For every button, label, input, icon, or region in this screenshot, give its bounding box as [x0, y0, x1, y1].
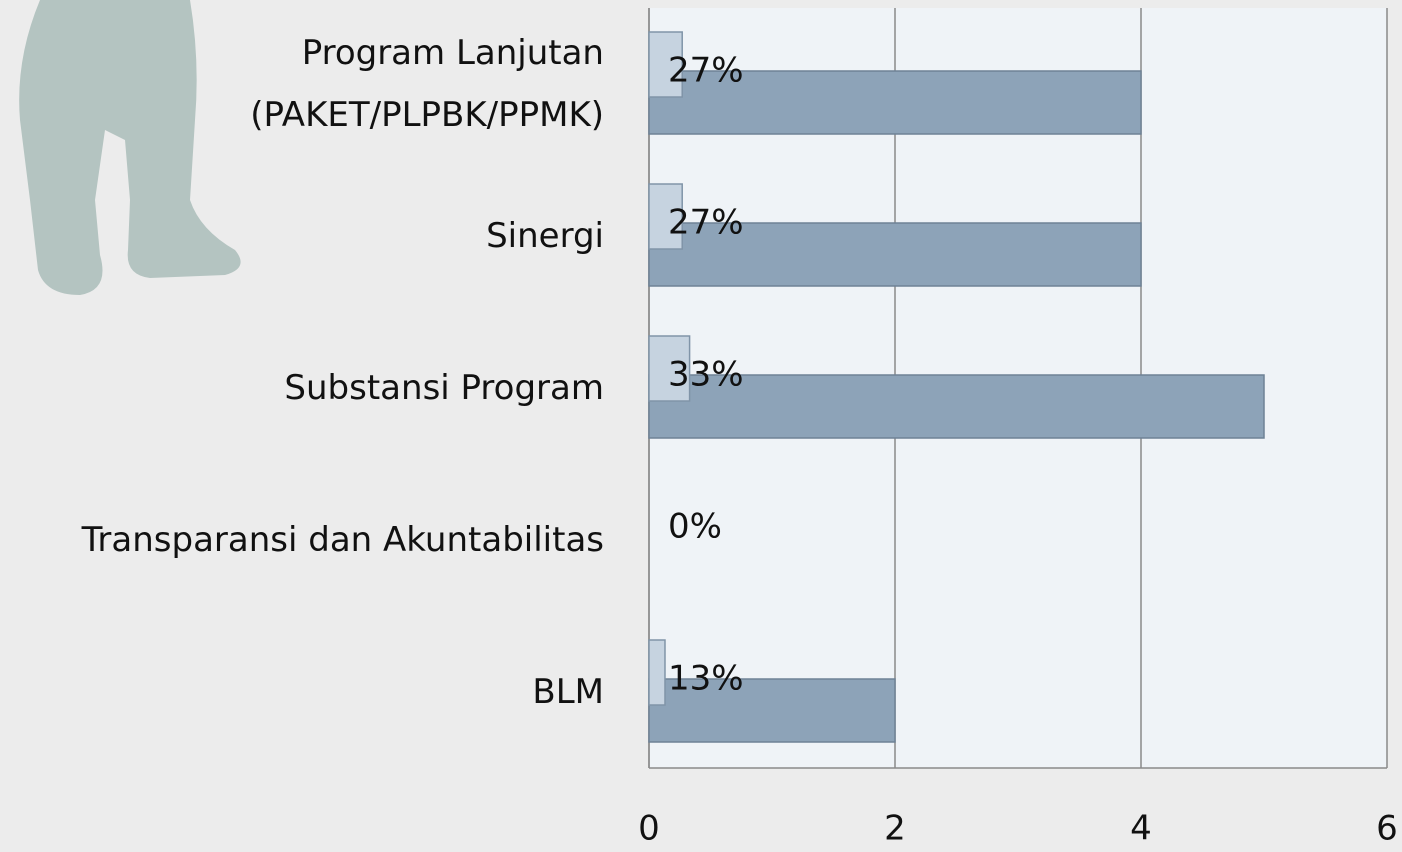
data-label: 0%	[668, 507, 722, 547]
data-label: 13%	[668, 659, 744, 699]
data-label: 27%	[668, 51, 744, 91]
y-tick-label: BLM	[532, 672, 604, 712]
x-tick-label: 2	[884, 809, 906, 849]
x-tick-label: 4	[1130, 809, 1152, 849]
bar	[648, 70, 1142, 135]
silhouette	[19, 0, 241, 295]
y-tick-label: Transparansi dan Akuntabilitas	[81, 520, 604, 560]
bar	[648, 31, 683, 98]
y-tick-label: Program Lanjutan (PAKET/PLPBK/PPMK)	[250, 33, 604, 135]
bar	[648, 222, 1142, 287]
bar	[648, 335, 691, 402]
x-tick-label: 0	[638, 809, 660, 849]
data-label: 27%	[668, 203, 744, 243]
x-tick-label: 6	[1376, 809, 1398, 849]
y-tick-label: Sinergi	[486, 216, 604, 256]
data-label: 33%	[668, 355, 744, 395]
bar	[648, 183, 683, 250]
bar	[648, 639, 666, 706]
y-tick-label: Substansi Program	[284, 368, 604, 408]
bar	[648, 678, 896, 743]
bar	[648, 374, 1265, 439]
